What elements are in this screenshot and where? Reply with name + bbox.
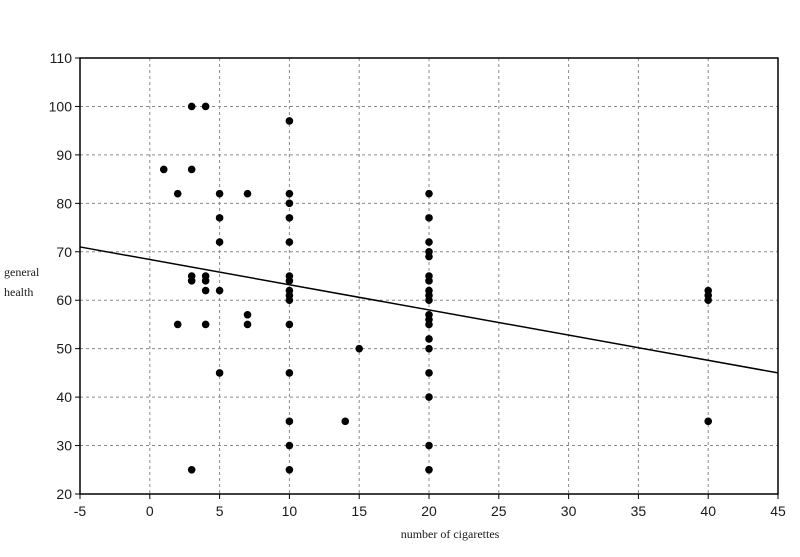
data-point [243, 320, 252, 329]
data-point [173, 189, 182, 198]
data-point [215, 189, 224, 198]
data-points [159, 102, 712, 474]
data-point [201, 286, 210, 295]
data-point [704, 417, 712, 426]
data-point [285, 417, 294, 426]
data-point [187, 277, 196, 285]
x-tick-label: 35 [631, 503, 647, 519]
data-point [285, 296, 294, 305]
data-point [201, 277, 210, 285]
y-tick-label: 40 [56, 389, 72, 405]
data-point [285, 320, 294, 329]
y-tick-label: 80 [56, 195, 72, 211]
data-point [425, 344, 433, 353]
y-tick-label: 70 [56, 244, 72, 260]
data-point [425, 335, 433, 343]
x-tick-label: 5 [216, 503, 224, 519]
data-point [215, 214, 224, 222]
data-point [215, 286, 224, 295]
y-tick-label: 110 [50, 50, 73, 66]
data-point [187, 165, 196, 174]
data-point [425, 189, 433, 198]
data-point [285, 277, 294, 285]
data-point [285, 189, 294, 198]
data-point [201, 102, 210, 111]
x-tick-label: 0 [146, 503, 154, 519]
data-point [355, 344, 364, 353]
data-point [285, 369, 294, 377]
data-point [187, 465, 196, 474]
x-tick-label: 20 [421, 503, 437, 519]
data-point [425, 369, 433, 377]
data-point [285, 117, 294, 125]
y-tick-label: 100 [49, 98, 73, 114]
data-point [285, 465, 294, 474]
y-axis-title-line-1: general [4, 265, 40, 279]
y-axis-title-line-2: health [4, 285, 33, 299]
data-point [425, 252, 433, 261]
data-point [425, 214, 433, 222]
data-point [187, 102, 196, 111]
x-tick-label: -5 [74, 503, 87, 519]
data-point [285, 238, 294, 246]
data-point [243, 310, 252, 319]
x-tick-label: 25 [491, 503, 507, 519]
y-tick-label: 50 [56, 341, 72, 357]
data-point [704, 296, 712, 305]
regression-line [79, 246, 779, 374]
data-point [425, 277, 433, 285]
y-tick-label: 30 [56, 438, 72, 454]
data-point [285, 199, 294, 208]
data-point [425, 465, 433, 474]
data-point [425, 320, 433, 329]
y-tick-labels: 20 30 40 50 60 70 80 90 100 110 [49, 50, 73, 502]
data-point [159, 165, 168, 174]
data-point [201, 320, 210, 329]
y-tick-label: 60 [56, 292, 72, 308]
y-tick-label: 90 [56, 147, 72, 163]
x-tick-label: 30 [561, 503, 577, 519]
data-point [425, 238, 433, 246]
data-point [425, 296, 433, 305]
data-point [285, 441, 294, 450]
x-tick-label: 40 [700, 503, 716, 519]
data-point [243, 189, 252, 198]
data-point [173, 320, 182, 329]
data-point [285, 214, 294, 222]
x-tick-label: 15 [351, 503, 367, 519]
data-point [425, 393, 433, 401]
x-tick-label: 10 [282, 503, 298, 519]
x-tick-label: 45 [770, 503, 786, 519]
y-tick-label: 20 [56, 486, 72, 502]
data-point [425, 441, 433, 450]
x-axis-title: number of cigarettes [401, 527, 500, 541]
tick-marks [75, 57, 779, 499]
data-point [215, 238, 224, 246]
data-point [215, 369, 224, 377]
data-point [341, 417, 350, 426]
x-tick-labels: -5 0 5 10 15 20 25 30 35 40 45 [74, 503, 786, 519]
